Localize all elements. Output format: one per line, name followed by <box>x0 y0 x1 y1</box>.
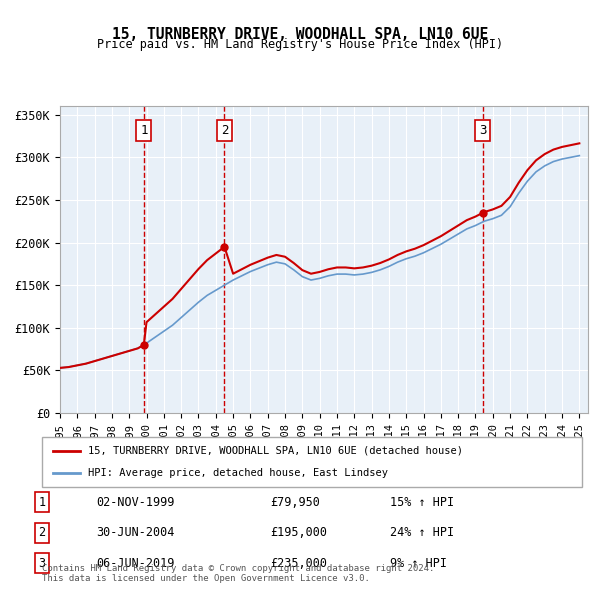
Text: 06-JUN-2019: 06-JUN-2019 <box>96 557 175 570</box>
Text: Price paid vs. HM Land Registry's House Price Index (HPI): Price paid vs. HM Land Registry's House … <box>97 38 503 51</box>
Text: £235,000: £235,000 <box>270 557 327 570</box>
Text: 15% ↑ HPI: 15% ↑ HPI <box>390 496 454 509</box>
Text: 24% ↑ HPI: 24% ↑ HPI <box>390 526 454 539</box>
Text: 2: 2 <box>38 526 46 539</box>
Text: 15, TURNBERRY DRIVE, WOODHALL SPA, LN10 6UE (detached house): 15, TURNBERRY DRIVE, WOODHALL SPA, LN10 … <box>88 445 463 455</box>
Text: 15, TURNBERRY DRIVE, WOODHALL SPA, LN10 6UE: 15, TURNBERRY DRIVE, WOODHALL SPA, LN10 … <box>112 27 488 41</box>
Text: HPI: Average price, detached house, East Lindsey: HPI: Average price, detached house, East… <box>88 468 388 478</box>
Text: 1: 1 <box>38 496 46 509</box>
Text: 2: 2 <box>221 124 228 137</box>
Text: 9% ↑ HPI: 9% ↑ HPI <box>390 557 447 570</box>
Text: Contains HM Land Registry data © Crown copyright and database right 2024.
This d: Contains HM Land Registry data © Crown c… <box>42 563 434 583</box>
Text: £195,000: £195,000 <box>270 526 327 539</box>
Text: 02-NOV-1999: 02-NOV-1999 <box>96 496 175 509</box>
Text: 1: 1 <box>140 124 148 137</box>
Text: £79,950: £79,950 <box>270 496 320 509</box>
Text: 3: 3 <box>38 557 46 570</box>
Text: 30-JUN-2004: 30-JUN-2004 <box>96 526 175 539</box>
Text: 3: 3 <box>479 124 487 137</box>
